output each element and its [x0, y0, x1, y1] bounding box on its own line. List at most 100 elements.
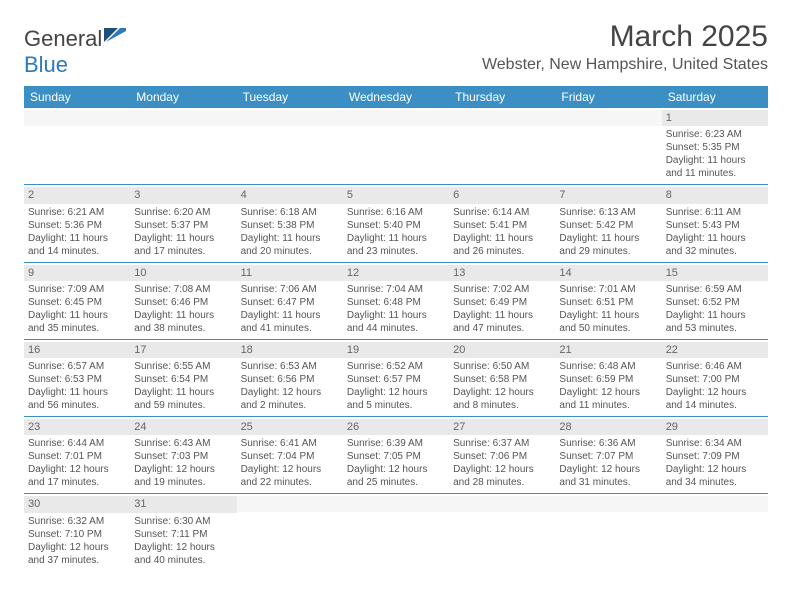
sunrise-line: Sunrise: 6:57 AM — [28, 360, 126, 373]
day-number: 31 — [130, 496, 236, 512]
sunrise-line: Sunrise: 7:06 AM — [241, 283, 339, 296]
calendar-body: 1Sunrise: 6:23 AMSunset: 5:35 PMDaylight… — [24, 108, 768, 571]
daylight-line-1: Daylight: 11 hours — [453, 309, 551, 322]
day-number: 14 — [555, 265, 661, 281]
day-number: 7 — [555, 187, 661, 203]
daylight-line-1: Daylight: 11 hours — [134, 309, 232, 322]
daylight-line-2: and 2 minutes. — [241, 399, 339, 412]
calendar-day-cell: 17Sunrise: 6:55 AMSunset: 6:54 PMDayligh… — [130, 339, 236, 416]
sunrise-line: Sunrise: 6:44 AM — [28, 437, 126, 450]
sunrise-line: Sunrise: 6:32 AM — [28, 515, 126, 528]
day-number: 26 — [343, 419, 449, 435]
sunrise-line: Sunrise: 6:14 AM — [453, 206, 551, 219]
sunrise-line: Sunrise: 6:16 AM — [347, 206, 445, 219]
weekday-header: Saturday — [662, 86, 768, 108]
day-number: 19 — [343, 342, 449, 358]
sunset-line: Sunset: 5:38 PM — [241, 219, 339, 232]
daylight-line-2: and 25 minutes. — [347, 476, 445, 489]
calendar-day-cell — [343, 108, 449, 185]
sunset-line: Sunset: 5:43 PM — [666, 219, 764, 232]
sunrise-line: Sunrise: 7:01 AM — [559, 283, 657, 296]
daylight-line-2: and 35 minutes. — [28, 322, 126, 335]
daylight-line-1: Daylight: 12 hours — [347, 463, 445, 476]
day-number: 3 — [130, 187, 236, 203]
sunrise-line: Sunrise: 7:09 AM — [28, 283, 126, 296]
day-number: 24 — [130, 419, 236, 435]
page-header: General Blue March 2025 Webster, New Ham… — [24, 20, 768, 78]
calendar-day-cell: 30Sunrise: 6:32 AMSunset: 7:10 PMDayligh… — [24, 494, 130, 571]
daylight-line-2: and 50 minutes. — [559, 322, 657, 335]
sunset-line: Sunset: 7:01 PM — [28, 450, 126, 463]
calendar-day-cell: 14Sunrise: 7:01 AMSunset: 6:51 PMDayligh… — [555, 262, 661, 339]
day-number: 22 — [662, 342, 768, 358]
day-number: 6 — [449, 187, 555, 203]
daylight-line-1: Daylight: 11 hours — [666, 309, 764, 322]
calendar-day-cell: 24Sunrise: 6:43 AMSunset: 7:03 PMDayligh… — [130, 417, 236, 494]
calendar-day-cell: 1Sunrise: 6:23 AMSunset: 5:35 PMDaylight… — [662, 108, 768, 185]
daynum-empty — [24, 110, 130, 126]
daylight-line-1: Daylight: 12 hours — [559, 386, 657, 399]
calendar-day-cell — [449, 108, 555, 185]
daylight-line-1: Daylight: 12 hours — [347, 386, 445, 399]
daylight-line-2: and 22 minutes. — [241, 476, 339, 489]
daylight-line-1: Daylight: 11 hours — [241, 232, 339, 245]
calendar-day-cell: 22Sunrise: 6:46 AMSunset: 7:00 PMDayligh… — [662, 339, 768, 416]
day-number: 11 — [237, 265, 343, 281]
daylight-line-1: Daylight: 11 hours — [666, 154, 764, 167]
sunrise-line: Sunrise: 6:21 AM — [28, 206, 126, 219]
day-number: 21 — [555, 342, 661, 358]
calendar-day-cell — [555, 494, 661, 571]
daylight-line-2: and 23 minutes. — [347, 245, 445, 258]
daylight-line-2: and 5 minutes. — [347, 399, 445, 412]
day-number: 5 — [343, 187, 449, 203]
daylight-line-2: and 17 minutes. — [134, 245, 232, 258]
calendar-day-cell: 10Sunrise: 7:08 AMSunset: 6:46 PMDayligh… — [130, 262, 236, 339]
daylight-line-1: Daylight: 11 hours — [241, 309, 339, 322]
sunrise-line: Sunrise: 6:46 AM — [666, 360, 764, 373]
sunset-line: Sunset: 7:06 PM — [453, 450, 551, 463]
sunset-line: Sunset: 7:00 PM — [666, 373, 764, 386]
sunset-line: Sunset: 7:04 PM — [241, 450, 339, 463]
day-number: 25 — [237, 419, 343, 435]
calendar-week-row: 1Sunrise: 6:23 AMSunset: 5:35 PMDaylight… — [24, 108, 768, 185]
calendar-day-cell: 4Sunrise: 6:18 AMSunset: 5:38 PMDaylight… — [237, 185, 343, 262]
calendar-day-cell: 13Sunrise: 7:02 AMSunset: 6:49 PMDayligh… — [449, 262, 555, 339]
daylight-line-1: Daylight: 11 hours — [28, 309, 126, 322]
day-number: 20 — [449, 342, 555, 358]
daynum-empty — [662, 496, 768, 512]
day-number: 16 — [24, 342, 130, 358]
daylight-line-2: and 28 minutes. — [453, 476, 551, 489]
sunrise-line: Sunrise: 6:55 AM — [134, 360, 232, 373]
calendar-day-cell: 2Sunrise: 6:21 AMSunset: 5:36 PMDaylight… — [24, 185, 130, 262]
sunset-line: Sunset: 5:35 PM — [666, 141, 764, 154]
day-number: 9 — [24, 265, 130, 281]
sunrise-line: Sunrise: 6:37 AM — [453, 437, 551, 450]
sunset-line: Sunset: 7:03 PM — [134, 450, 232, 463]
daylight-line-2: and 8 minutes. — [453, 399, 551, 412]
calendar-day-cell — [662, 494, 768, 571]
sunrise-line: Sunrise: 6:23 AM — [666, 128, 764, 141]
calendar-day-cell: 27Sunrise: 6:37 AMSunset: 7:06 PMDayligh… — [449, 417, 555, 494]
daylight-line-1: Daylight: 12 hours — [241, 386, 339, 399]
daylight-line-1: Daylight: 11 hours — [347, 232, 445, 245]
sunrise-line: Sunrise: 6:34 AM — [666, 437, 764, 450]
sunset-line: Sunset: 6:53 PM — [28, 373, 126, 386]
daylight-line-2: and 59 minutes. — [134, 399, 232, 412]
sunrise-line: Sunrise: 6:20 AM — [134, 206, 232, 219]
day-number: 13 — [449, 265, 555, 281]
daylight-line-2: and 26 minutes. — [453, 245, 551, 258]
sunrise-line: Sunrise: 6:50 AM — [453, 360, 551, 373]
sunrise-line: Sunrise: 6:52 AM — [347, 360, 445, 373]
calendar-day-cell — [555, 108, 661, 185]
calendar-week-row: 2Sunrise: 6:21 AMSunset: 5:36 PMDaylight… — [24, 185, 768, 262]
sunrise-line: Sunrise: 6:18 AM — [241, 206, 339, 219]
sunset-line: Sunset: 6:52 PM — [666, 296, 764, 309]
calendar-day-cell: 28Sunrise: 6:36 AMSunset: 7:07 PMDayligh… — [555, 417, 661, 494]
sunrise-line: Sunrise: 6:43 AM — [134, 437, 232, 450]
calendar-day-cell: 21Sunrise: 6:48 AMSunset: 6:59 PMDayligh… — [555, 339, 661, 416]
daylight-line-1: Daylight: 12 hours — [241, 463, 339, 476]
day-number: 10 — [130, 265, 236, 281]
weekday-header: Sunday — [24, 86, 130, 108]
calendar-day-cell — [449, 494, 555, 571]
daylight-line-1: Daylight: 11 hours — [28, 232, 126, 245]
